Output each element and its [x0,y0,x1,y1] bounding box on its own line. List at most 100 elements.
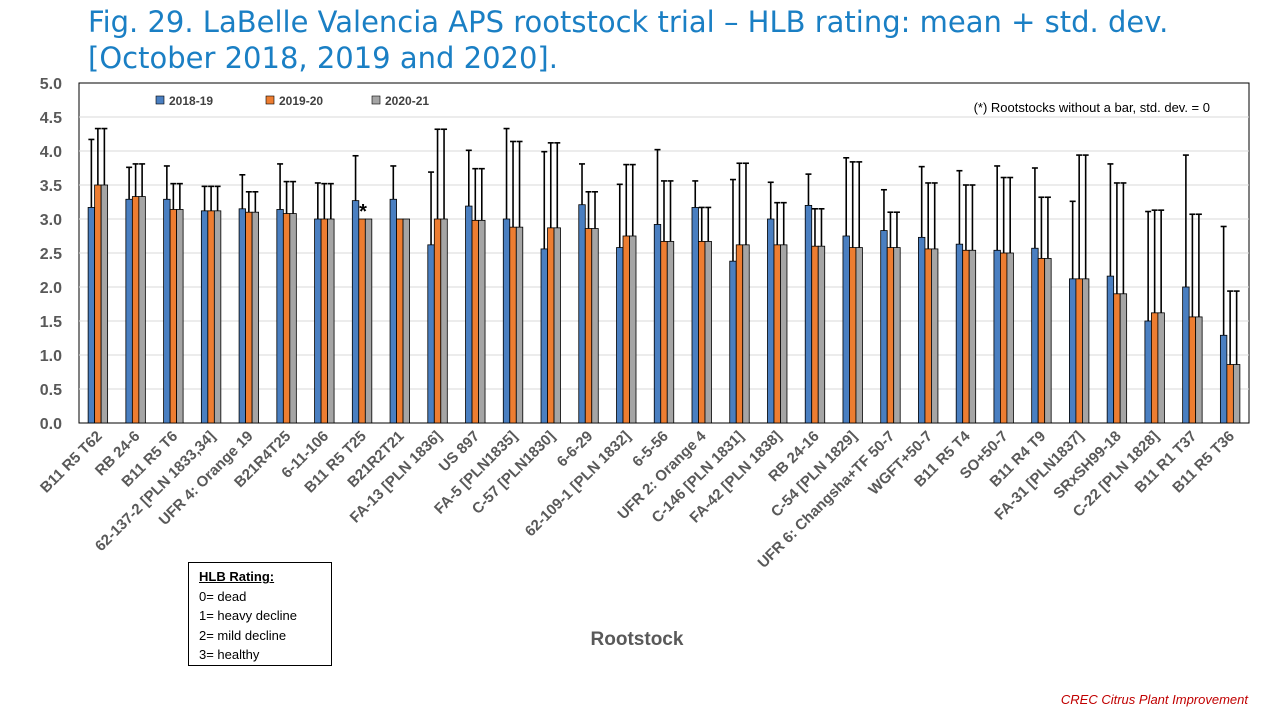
bar [282,213,291,424]
bar [540,248,548,424]
bar [729,260,737,424]
legend-swatch [265,95,275,105]
bar [1069,278,1077,424]
bar [471,219,479,424]
y-tick-label: 3.5 [40,178,62,195]
credit-text: CREC Citrus Plant Improvement [1060,692,1248,707]
bar [1157,312,1165,424]
x-axis-title: Rootstock [591,629,684,650]
y-tick-label: 5.0 [40,76,62,93]
y-tick-label: 4.5 [40,110,62,127]
bar [433,218,442,424]
hlb-legend-line: 1= heavy decline [199,608,297,623]
hlb-rating-legend: HLB Rating: 0= dead 1= heavy decline 2= … [188,562,332,666]
legend-label: 2020-21 [385,94,429,108]
bar [773,244,781,424]
bar [735,244,744,424]
bar [886,247,895,424]
bar [817,245,826,424]
bar [849,247,857,424]
bar [465,205,473,424]
bar [163,198,171,424]
bar [591,228,599,424]
bar [245,211,253,424]
bar [1195,316,1203,424]
bar [622,235,630,424]
bar [880,230,888,424]
bar [968,249,977,424]
bar [402,218,410,424]
bar [767,218,775,424]
bar [1226,364,1234,424]
bar [691,207,699,424]
bar [87,207,96,424]
bar [478,219,486,424]
bar [1144,320,1152,424]
bar [1113,293,1121,424]
bar [238,208,246,424]
bar [100,184,109,424]
chart-title: Fig. 29. LaBelle Valencia APS rootstock … [88,5,1169,75]
bar-series [87,127,1241,424]
star-marker: * [359,201,367,223]
bar [502,218,511,424]
bar [1119,293,1128,424]
legend-swatch [371,95,381,105]
hlb-legend-heading: HLB Rating: [199,569,275,584]
y-tick-label: 2.5 [40,246,62,263]
chart-annotation: (*) Rootstocks without a bar, std. dev. … [974,100,1210,115]
bar [289,213,297,424]
bar [780,244,788,424]
bar [515,226,524,424]
bar [1188,316,1197,424]
bar [547,227,555,424]
bar [616,247,624,424]
bar [364,218,373,424]
bar [584,228,593,424]
bar [1082,278,1090,424]
y-tick-label: 0.5 [40,382,62,399]
bar [704,241,712,424]
y-tick-label: 1.5 [40,314,62,331]
hlb-legend-line: 2= mild decline [199,627,287,643]
bar [396,218,404,424]
bar [993,249,1001,424]
bar [653,224,662,424]
bar [200,210,209,424]
bar [176,209,184,424]
bar [1075,278,1083,424]
bar [804,204,813,424]
bar [1219,334,1228,424]
bar [855,247,863,424]
bar [553,227,561,424]
legend-swatch [155,95,165,105]
bar [138,196,146,424]
bar [358,218,366,424]
bar [842,235,850,424]
bar [1000,252,1008,424]
bar [389,198,397,424]
bar [811,245,819,424]
bar [1182,286,1190,424]
bar [893,247,901,424]
bar [578,204,586,424]
hlb-legend-line: 0= dead [199,588,247,604]
bar [1106,275,1115,424]
bar [427,244,435,424]
bar [931,248,939,424]
bar [742,244,750,424]
y-axis-ticks: 0.0 0.5 1.0 1.5 2.0 2.5 3.0 3.5 4.0 4.5 5.0 [40,76,62,433]
bar [1044,258,1052,424]
bar [327,218,335,424]
x-tick-label: B11 R5 T62 [37,428,106,497]
bar [320,218,328,424]
bar [1150,312,1159,424]
bar [660,241,668,424]
bar [1037,258,1046,424]
legend-label: 2018-19 [169,94,213,108]
legend-label: 2019-20 [279,94,323,108]
bar [924,248,932,424]
bar [698,241,706,424]
